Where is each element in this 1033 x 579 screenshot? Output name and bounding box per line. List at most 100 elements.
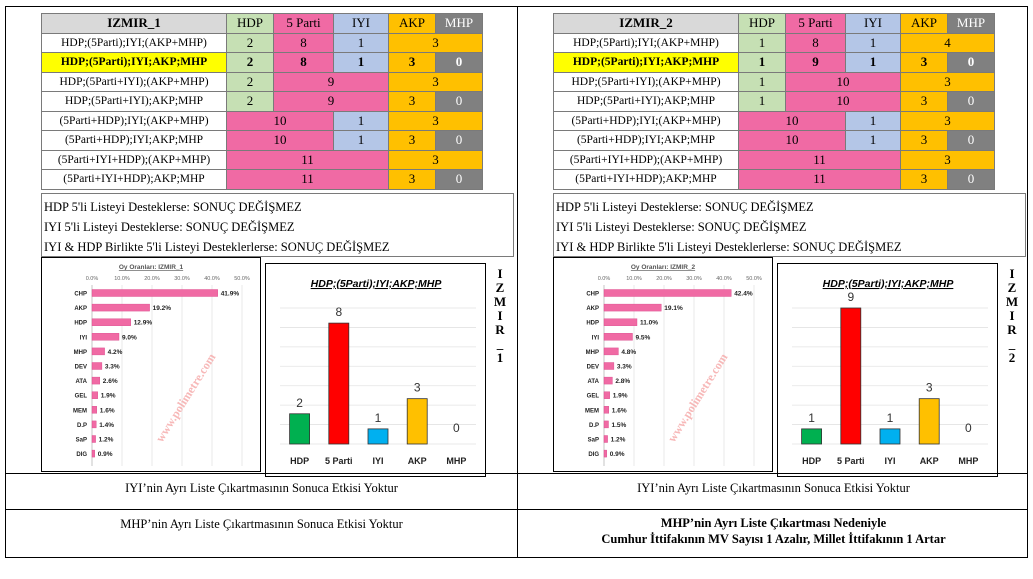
vote-bar <box>91 333 120 341</box>
footer-iyi-left: IYI’nin Ayrı Liste Çıkartmasının Sonuca … <box>125 481 398 495</box>
seat-category-label: MHP <box>958 456 978 466</box>
vote-bar <box>91 391 98 399</box>
side-title: I Z M I R _ 1 <box>489 267 511 365</box>
seat-cell: 4 <box>900 32 995 53</box>
notes: HDP 5'li Listeyi Desteklerse: SONUÇ DEĞİ… <box>44 197 514 257</box>
table-row: HDP;(5Parti);IYI;AKP;MHP 1 9 1 3 0 <box>553 52 995 73</box>
seat-cell: 3 <box>388 149 483 170</box>
seat-cell: 2 <box>226 71 274 92</box>
vote-share-svg: Oy Oranları: IZMIR_1 0.0% 10.0% 20.0% 30.0% 4… <box>73 264 250 466</box>
seat-category-label: HDP <box>290 456 309 466</box>
vote-value-label: 41.9% <box>221 291 240 298</box>
vote-axis-tick: 30.0% <box>686 276 702 282</box>
seat-cell: 1 <box>845 52 901 73</box>
vote-bar <box>603 347 619 356</box>
seat-category-label: 5 Parti <box>837 456 865 466</box>
seat-cell: 0 <box>435 91 483 112</box>
side-title-char: R <box>495 322 505 337</box>
seat-cell: 2 <box>226 52 274 73</box>
vote-party-label: ATA <box>588 379 600 385</box>
side-title-char: Z <box>495 280 505 295</box>
footer-mhp-right: MHP’nin Ayrı Liste Çıkartması Nedeniyle … <box>601 516 946 546</box>
scenario-label: HDP;(5Parti+IYI);(AKP+MHP) <box>553 71 739 92</box>
seat-bar <box>879 428 901 445</box>
table-row: (5Parti+IYI+HDP);(AKP+MHP) 11 3 <box>553 149 995 170</box>
seat-cell: 0 <box>947 52 995 73</box>
vote-value-label: 1.5% <box>612 422 627 429</box>
seat-cell: 3 <box>900 130 948 151</box>
vote-value-label: 1.2% <box>99 437 114 444</box>
seat-chart-title: HDP;(5Parti);IYI;AKP;MHP <box>311 278 443 290</box>
scenario-label: HDP;(5Parti+IYI);AKP;MHP <box>553 91 739 112</box>
scenario-label: HDP;(5Parti+IYI);AKP;MHP <box>41 91 227 112</box>
seat-cell: 0 <box>435 130 483 151</box>
seat-value-label: 1 <box>808 411 815 425</box>
vote-party-label: SaP <box>76 438 87 444</box>
vote-value-label: 9.5% <box>636 334 651 341</box>
vote-bar <box>91 347 105 356</box>
vote-bar <box>91 406 98 414</box>
note-line: IYI & HDP Birlikte 5'li Listeyi Destekle… <box>44 240 390 254</box>
seat-cell: 0 <box>947 91 995 112</box>
seat-cell: 11 <box>738 169 901 190</box>
notes-box <box>553 193 1026 257</box>
vote-value-label: 4.8% <box>621 349 636 356</box>
seat-cell: 3 <box>900 149 995 170</box>
vote-bar <box>91 376 101 385</box>
seat-cell: 3 <box>388 130 436 151</box>
vote-axis-tick: 0.0% <box>598 276 611 282</box>
seat-cell: 11 <box>226 169 389 190</box>
seat-cell: 9 <box>785 52 846 73</box>
note-line: IYI 5'li Listeyi Desteklerse: SONUÇ DEĞİ… <box>556 220 807 234</box>
vote-bar <box>603 406 610 414</box>
seat-value-label: 2 <box>296 396 303 410</box>
seat-chart-svg: HDP;(5Parti);IYI;AKP;MHP 2 HDP 8 5 Parti 1 IYI… <box>280 278 476 466</box>
vote-bar <box>91 303 150 312</box>
side-title-char: _ <box>1008 336 1016 351</box>
scenario-label: (5Parti+IYI+HDP);AKP;MHP <box>41 169 227 190</box>
scenario-label: (5Parti+HDP);IYI;(AKP+MHP) <box>41 110 227 131</box>
table-title: IZMIR_2 <box>553 13 739 34</box>
vote-value-label: 3.3% <box>105 364 120 371</box>
seat-value-label: 0 <box>965 421 972 435</box>
header-iyi: IYI <box>333 13 389 34</box>
vote-bar <box>603 333 633 341</box>
seat-cell: 8 <box>785 32 846 53</box>
seat-cell: 0 <box>947 169 995 190</box>
seat-value-label: 8 <box>335 305 342 319</box>
table-row: HDP;(5Parti+IYI);(AKP+MHP) 2 9 3 <box>41 71 483 92</box>
vote-bar <box>91 318 131 326</box>
vote-bar <box>603 303 662 312</box>
table-row: HDP;(5Parti+IYI);AKP;MHP 2 9 3 0 <box>41 91 483 112</box>
side-title-char: M <box>493 294 507 309</box>
vote-party-label: HDP <box>74 321 87 327</box>
vote-axis-tick: 20.0% <box>656 276 672 282</box>
vote-party-label: D.P <box>589 423 599 429</box>
vote-party-label: GEL <box>587 394 600 400</box>
seat-chart: HDP;(5Parti);IYI;AKP;MHP 2 HDP 8 5 Parti 1 IYI… <box>265 263 486 477</box>
seat-cell: 10 <box>738 110 846 131</box>
header-hdp: HDP <box>738 13 786 34</box>
table-row: HDP;(5Parti);IYI;(AKP+MHP) 1 8 1 4 <box>553 32 995 53</box>
seat-cell: 8 <box>273 52 334 73</box>
seat-cell: 10 <box>785 91 901 112</box>
vote-party-label: D.P <box>77 423 87 429</box>
seat-cell: 3 <box>388 71 483 92</box>
seat-category-label: HDP <box>802 456 821 466</box>
seat-cell: 3 <box>388 110 483 131</box>
vote-value-label: 12.9% <box>134 320 153 327</box>
header-5-parti: 5 Parti <box>785 13 846 34</box>
scenario-label: HDP;(5Parti);IYI;AKP;MHP <box>41 52 227 73</box>
table-row: HDP;(5Parti);IYI;AKP;MHP 2 8 1 3 0 <box>41 52 483 73</box>
vote-bar <box>603 449 607 458</box>
vote-axis-tick: 40.0% <box>716 276 732 282</box>
vote-value-label: 4.2% <box>108 349 123 356</box>
seat-cell: 10 <box>738 130 846 151</box>
seat-cell: 3 <box>900 71 995 92</box>
seat-cell: 3 <box>388 32 483 53</box>
vote-value-label: 1.4% <box>99 422 114 429</box>
vote-chart-title: Oy Oranları: IZMIR_2 <box>631 264 696 271</box>
seat-cell: 0 <box>435 52 483 73</box>
vote-axis-tick: 10.0% <box>114 276 130 282</box>
side-title-char: Z <box>1007 280 1017 295</box>
